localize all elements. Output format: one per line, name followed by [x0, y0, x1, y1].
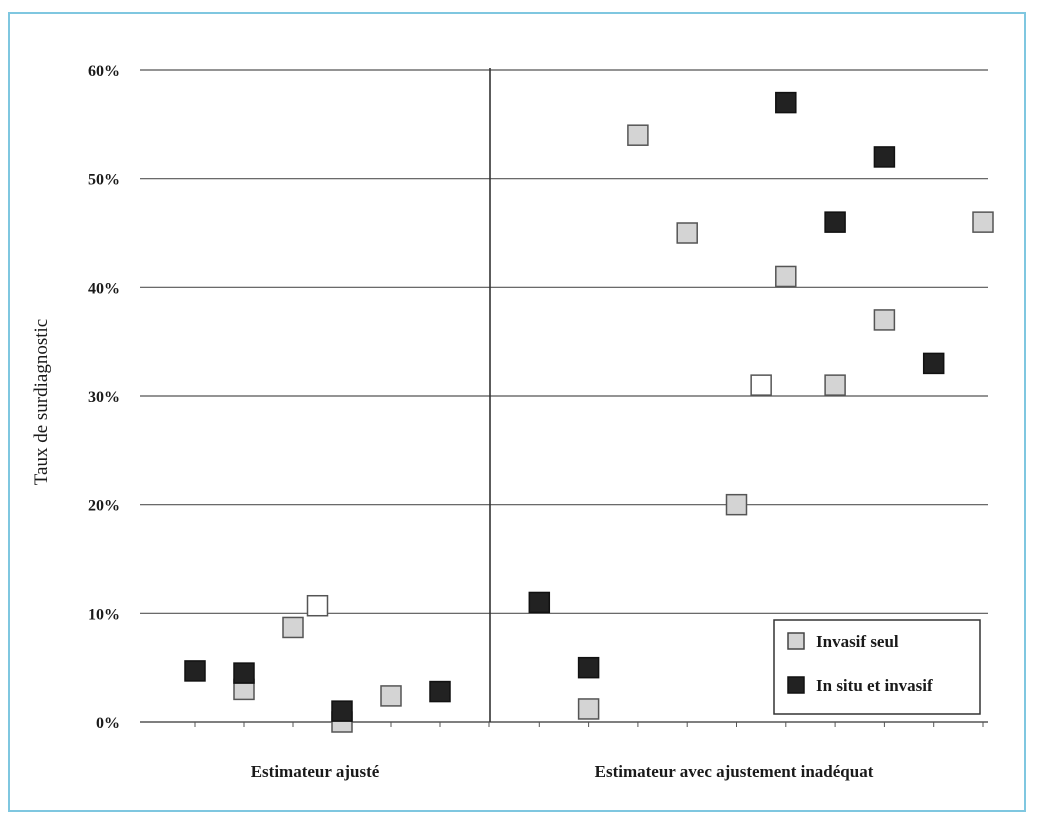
y-tick-label-20: 20%	[88, 498, 120, 515]
point-series1-9	[922, 352, 945, 375]
point-series1-0	[184, 660, 206, 682]
point-series1-5	[577, 656, 600, 679]
point-series1-3	[429, 680, 451, 703]
legend-label-in-situ-et-invasif: In situ et invasif	[816, 676, 933, 695]
point-series1-8	[873, 146, 896, 168]
group-label-0: Estimateur ajusté	[251, 762, 380, 781]
point-series0-5	[627, 124, 649, 146]
point-series0-11	[972, 211, 994, 233]
legend-swatch-in-situ-et-invasif	[787, 676, 805, 694]
point-series0-6	[676, 222, 698, 244]
label-layer: 0% 10% 20% 30% 40% 50% 60% Estimateur ajusté Est…	[88, 63, 874, 781]
y-tick-label-50: 50%	[88, 172, 120, 189]
point-series1-2	[331, 700, 353, 722]
point-series0-8	[775, 265, 797, 288]
legend: Invasif seul In situ et invasif	[773, 619, 981, 715]
point-series0-10	[873, 309, 896, 331]
point-layer	[184, 91, 994, 733]
point-series0-7	[725, 493, 748, 516]
y-tick-label-30: 30%	[88, 389, 120, 406]
point-series1-4	[528, 591, 551, 614]
group-label-1: Estimateur avec ajustement inadéquat	[595, 762, 874, 781]
y-tick-label-60: 60%	[88, 63, 120, 80]
legend-label-invasif-seul: Invasif seul	[816, 632, 899, 651]
point-series0-9	[824, 374, 846, 396]
point-series2-0	[306, 594, 329, 617]
y-tick-label-10: 10%	[88, 606, 120, 623]
y-tick-label-0: 0%	[96, 715, 120, 732]
point-series0-1	[282, 616, 304, 639]
point-series0-3	[380, 685, 402, 707]
point-series1-7	[824, 211, 846, 233]
y-tick-label-40: 40%	[88, 280, 120, 297]
point-series1-1	[233, 662, 255, 684]
legend-swatch-invasif-seul	[787, 632, 805, 650]
point-series2-1	[750, 374, 772, 396]
axis-layer	[194, 68, 984, 727]
grid-layer	[140, 69, 988, 723]
point-series0-4	[577, 698, 600, 720]
legend-box	[773, 619, 981, 715]
point-series1-6	[775, 91, 797, 114]
y-axis-title: Taux de surdiagnostic	[31, 319, 52, 485]
